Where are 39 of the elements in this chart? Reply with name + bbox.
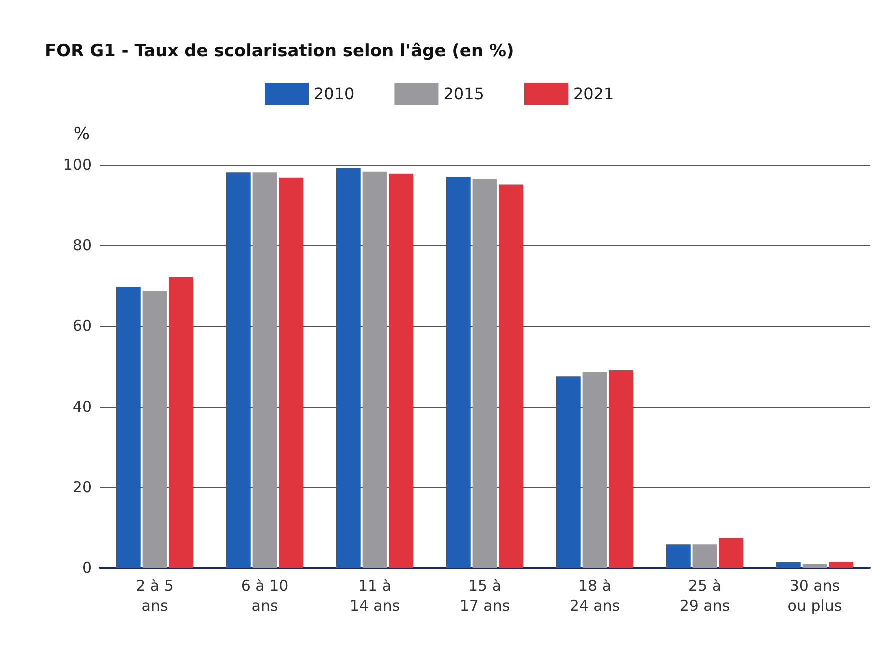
bar — [802, 564, 828, 568]
y-tick-label: 0 — [82, 559, 92, 577]
y-tick-label: 100 — [63, 156, 92, 174]
legend-label: 2021 — [573, 84, 614, 104]
x-tick-label: 2 à 5 ans — [136, 577, 174, 615]
bar — [776, 562, 801, 568]
bar — [609, 370, 634, 568]
bar — [389, 174, 414, 568]
bar — [446, 177, 471, 568]
y-tick-label: 20 — [72, 478, 92, 496]
x-tick-label: 25 à 29 ans — [680, 577, 730, 615]
x-tick-label: 6 à 10 ans — [241, 577, 289, 615]
bar — [829, 562, 854, 568]
bar — [582, 372, 608, 568]
y-tick-label: 40 — [72, 398, 92, 416]
legend-label: 2015 — [444, 84, 484, 104]
legend-label: 2010 — [314, 84, 355, 104]
bar — [336, 168, 361, 568]
x-tick-label: 30 ans ou plus — [788, 577, 842, 615]
bar — [556, 376, 581, 568]
y-tick-label: 60 — [72, 317, 92, 336]
bar — [719, 538, 744, 568]
bar — [169, 277, 194, 568]
bar — [666, 544, 691, 568]
bar — [499, 184, 524, 568]
bar — [142, 291, 168, 568]
bar — [252, 172, 278, 568]
y-axis-title: % — [74, 124, 90, 144]
x-tick-label: 11 à 14 ans — [350, 577, 400, 615]
chart-title: FOR G1 - Taux de scolarisation selon l'âge (en %) — [45, 42, 514, 62]
bar — [472, 179, 498, 568]
bar — [362, 172, 388, 568]
y-tick-label: 80 — [72, 236, 92, 255]
bar — [692, 544, 718, 568]
x-tick-label: 15 à 17 ans — [460, 577, 510, 615]
bar — [116, 287, 141, 568]
bar — [279, 178, 304, 568]
bar — [226, 172, 251, 568]
x-tick-label: 18 à 24 ans — [570, 577, 620, 615]
